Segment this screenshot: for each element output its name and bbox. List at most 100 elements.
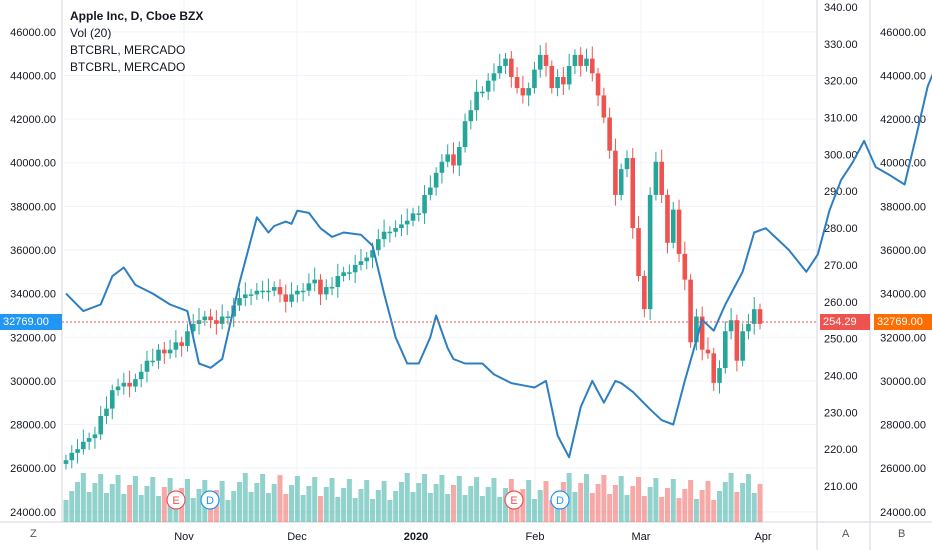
candle-body: [699, 316, 705, 350]
legend-overlay-2[interactable]: BTCBRL, MERCADO: [70, 60, 186, 74]
candle-body: [214, 320, 219, 324]
right-price-badge: 32769.00: [874, 314, 932, 330]
candle-body: [439, 161, 445, 173]
candle-body: [451, 154, 456, 166]
volume-bar: [404, 473, 410, 522]
volume-bar: [751, 493, 757, 522]
candle-body: [491, 73, 497, 81]
legend-title[interactable]: Apple Inc, D, Cboe BZX: [70, 9, 204, 23]
volume-bar: [676, 498, 682, 522]
volume-bar: [265, 493, 271, 522]
candle-body: [127, 382, 132, 387]
volume-bar: [572, 492, 578, 522]
auto-scale-button[interactable]: A: [842, 528, 850, 540]
left-axis-tick: 46000.00: [10, 27, 56, 39]
left-axis-tick: 44000.00: [10, 70, 56, 82]
volume-bar: [398, 482, 404, 522]
candle-body: [150, 360, 156, 363]
volume-bar: [757, 484, 763, 522]
x-axis-label: 2020: [404, 531, 428, 543]
volume-bar: [520, 489, 526, 522]
left-price-badge: 32769.00: [0, 314, 62, 330]
legend-volume[interactable]: Vol (20): [70, 26, 112, 40]
volume-bar: [693, 499, 699, 522]
volume-bar: [161, 487, 167, 522]
candle-body: [624, 158, 630, 170]
volume-bar: [514, 498, 520, 522]
volume-bar: [335, 497, 341, 522]
volume-bar: [584, 474, 589, 522]
candle-body: [751, 309, 757, 324]
candle-body: [387, 231, 393, 234]
volume-bar: [225, 500, 231, 522]
volume-bar: [306, 486, 312, 522]
volume-bar: [445, 494, 451, 522]
log-scale-button[interactable]: B: [898, 528, 906, 540]
volume-bar: [231, 491, 237, 522]
candle-body: [225, 316, 231, 319]
volume-bar: [722, 482, 728, 522]
volume-bar: [381, 481, 387, 522]
volume-bar: [208, 499, 214, 522]
legend-overlay-1[interactable]: BTCBRL, MERCADO: [70, 43, 186, 57]
timezone-button[interactable]: Z: [30, 528, 37, 540]
volume-bar: [711, 500, 717, 522]
candle-body: [69, 452, 75, 461]
candle-body: [410, 213, 416, 221]
candle-body: [601, 95, 607, 118]
candle-body: [746, 323, 751, 332]
x-axis-label: Feb: [526, 531, 545, 543]
right-axis-tick: 44000.00: [880, 70, 926, 82]
candle-body: [549, 65, 555, 89]
candle-body: [532, 69, 537, 89]
right-axis-tick: 36000.00: [880, 245, 926, 257]
volume-bar: [271, 484, 277, 522]
candle-body: [509, 58, 514, 78]
candle-body: [711, 353, 717, 383]
volume-bar: [277, 475, 283, 522]
volume-bar: [283, 494, 289, 522]
candle-body: [618, 169, 624, 195]
candle-body: [445, 154, 450, 162]
left-axis-tick: 24000.00: [10, 507, 56, 519]
volume-bar: [595, 484, 601, 522]
candle-body: [98, 415, 103, 435]
candle-body: [289, 294, 294, 302]
candle-body: [572, 54, 578, 66]
x-axis-label: Nov: [174, 531, 194, 543]
volume-bar: [323, 487, 329, 522]
volume-bar: [439, 475, 445, 522]
candle-body: [757, 309, 763, 324]
candle-body: [717, 368, 722, 383]
volume-bar: [109, 484, 115, 522]
candle-body: [393, 228, 398, 232]
candle-body: [254, 290, 260, 295]
volume-bar: [300, 495, 306, 522]
left-axis-tick: 40000.00: [10, 158, 56, 170]
volume-bar: [80, 473, 86, 522]
right-axis-tick: 42000.00: [880, 114, 926, 126]
volume-bar: [688, 480, 694, 522]
candle-body: [121, 382, 127, 387]
candle-body: [595, 73, 601, 96]
candle-body: [277, 287, 283, 295]
candle-body: [109, 390, 115, 409]
mid-axis-tick: 260.00: [824, 297, 858, 309]
candle-body: [589, 58, 595, 74]
candle-body: [376, 239, 381, 251]
candle-body: [115, 386, 121, 391]
volume-bar: [127, 485, 133, 522]
volume-bar: [717, 491, 723, 522]
mid-price-badge: 254.29: [820, 314, 870, 330]
volume-bar: [132, 476, 138, 522]
candle-body: [358, 261, 364, 265]
candle-body: [422, 194, 427, 214]
candle-body: [266, 290, 271, 293]
candle-body: [329, 287, 335, 289]
candle-body: [578, 54, 584, 66]
volume-bar: [416, 483, 422, 522]
volume-bar: [242, 473, 248, 522]
candle-body: [526, 88, 531, 96]
